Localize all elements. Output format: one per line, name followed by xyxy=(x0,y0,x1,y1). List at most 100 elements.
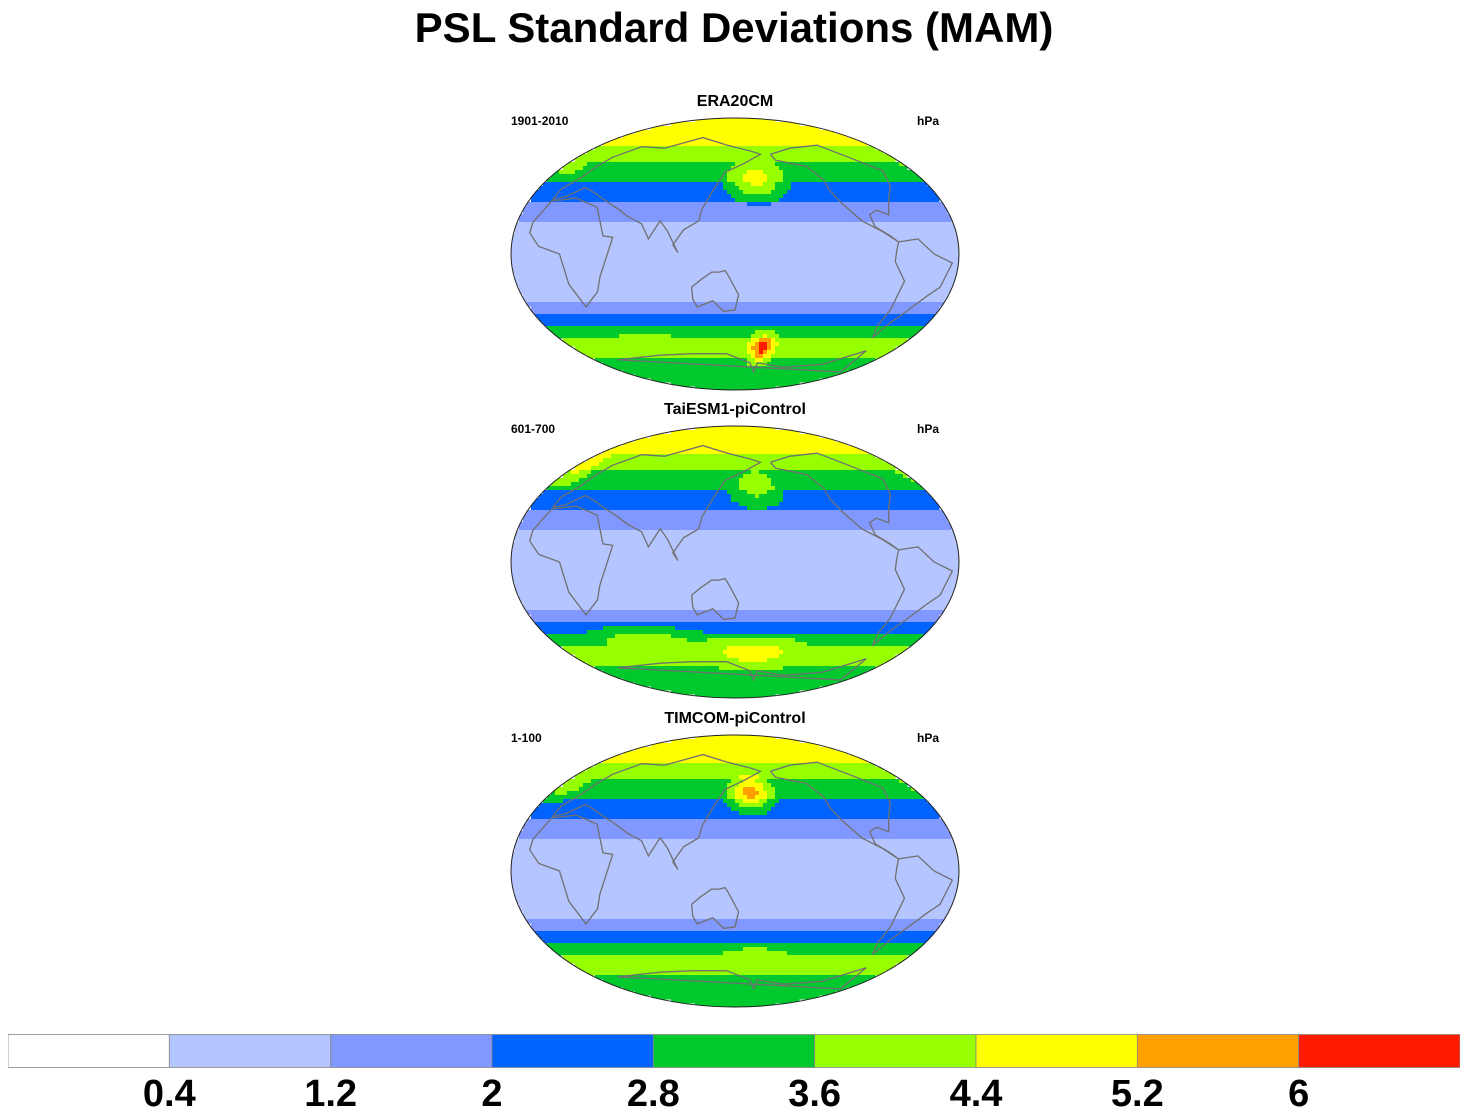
contour-cell xyxy=(787,126,792,131)
contour-cell xyxy=(815,170,820,175)
contour-cell xyxy=(795,262,800,267)
contour-cell xyxy=(807,250,812,255)
contour-cell xyxy=(827,214,832,219)
contour-cell xyxy=(519,278,524,283)
contour-cell xyxy=(707,286,712,291)
contour-cell xyxy=(771,134,776,139)
contour-cell xyxy=(731,306,736,311)
contour-cell xyxy=(815,294,820,299)
contour-cell xyxy=(739,134,744,139)
contour-cell xyxy=(515,238,520,243)
contour-cell xyxy=(535,206,540,211)
contour-cell xyxy=(827,142,832,147)
contour-cell xyxy=(811,146,816,151)
contour-cell xyxy=(943,234,948,239)
contour-cell xyxy=(671,130,676,135)
contour-cell xyxy=(675,146,680,151)
contour-cell xyxy=(691,234,696,239)
contour-cell xyxy=(847,302,852,307)
contour-cell xyxy=(891,166,896,171)
contour-cell xyxy=(879,230,884,235)
contour-cell xyxy=(823,270,828,275)
contour-cell xyxy=(743,302,748,307)
contour-cell xyxy=(867,266,872,271)
contour-cell xyxy=(747,294,752,299)
contour-cell xyxy=(735,302,740,307)
contour-cell xyxy=(911,262,916,267)
contour-cell xyxy=(619,318,624,323)
contour-cell xyxy=(879,186,884,191)
contour-cell xyxy=(687,142,692,147)
contour-cell xyxy=(811,238,816,243)
contour-cell xyxy=(515,222,520,227)
contour-cell xyxy=(579,222,584,227)
contour-cell xyxy=(755,258,760,263)
contour-cell xyxy=(679,146,684,151)
contour-cell xyxy=(887,242,892,247)
contour-cell xyxy=(691,278,696,283)
contour-cell xyxy=(535,194,540,199)
contour-cell xyxy=(595,178,600,183)
contour-cell xyxy=(703,214,708,219)
contour-cell xyxy=(719,194,724,199)
contour-cell xyxy=(851,290,856,295)
contour-cell xyxy=(543,290,548,295)
contour-cell xyxy=(639,254,644,259)
contour-cell xyxy=(883,206,888,211)
contour-cell xyxy=(907,298,912,303)
contour-cell xyxy=(883,202,888,207)
contour-cell xyxy=(847,178,852,183)
contour-cell xyxy=(623,278,628,283)
contour-cell xyxy=(775,166,780,171)
contour-cell xyxy=(619,278,624,283)
contour-cell xyxy=(619,306,624,311)
contour-cell xyxy=(715,298,720,303)
contour-cell xyxy=(727,174,732,179)
contour-cell xyxy=(803,250,808,255)
contour-cell xyxy=(571,226,576,231)
contour-cell xyxy=(555,266,560,271)
contour-cell xyxy=(567,190,572,195)
contour-cell xyxy=(787,242,792,247)
contour-cell xyxy=(715,162,720,167)
contour-cell xyxy=(871,286,876,291)
contour-cell xyxy=(879,322,884,327)
contour-cell xyxy=(851,286,856,291)
contour-cell xyxy=(647,206,652,211)
contour-cell xyxy=(951,234,956,239)
contour-cell xyxy=(851,154,856,159)
contour-cell xyxy=(759,134,764,139)
contour-cell xyxy=(579,266,584,271)
contour-cell xyxy=(615,238,620,243)
contour-cell xyxy=(555,214,560,219)
contour-cell xyxy=(875,278,880,283)
contour-cell xyxy=(859,318,864,323)
contour-cell xyxy=(555,194,560,199)
contour-cell xyxy=(815,174,820,179)
contour-cell xyxy=(655,226,660,231)
contour-cell xyxy=(635,230,640,235)
contour-cell xyxy=(571,274,576,279)
contour-cell xyxy=(675,306,680,311)
contour-cell xyxy=(547,226,552,231)
contour-cell xyxy=(731,182,736,187)
contour-cell xyxy=(839,262,844,267)
contour-cell xyxy=(707,118,712,123)
contour-cell xyxy=(723,270,728,275)
contour-cell xyxy=(731,194,736,199)
contour-cell xyxy=(899,278,904,283)
contour-cell xyxy=(687,266,692,271)
contour-cell xyxy=(847,306,852,311)
contour-cell xyxy=(639,214,644,219)
contour-cell xyxy=(839,222,844,227)
contour-cell xyxy=(879,206,884,211)
contour-cell xyxy=(799,322,804,327)
contour-cell xyxy=(899,166,904,171)
contour-cell xyxy=(655,218,660,223)
contour-cell xyxy=(643,278,648,283)
contour-cell xyxy=(911,234,916,239)
contour-cell xyxy=(643,246,648,251)
contour-cell xyxy=(667,266,672,271)
contour-cell xyxy=(831,274,836,279)
contour-cell xyxy=(719,190,724,195)
